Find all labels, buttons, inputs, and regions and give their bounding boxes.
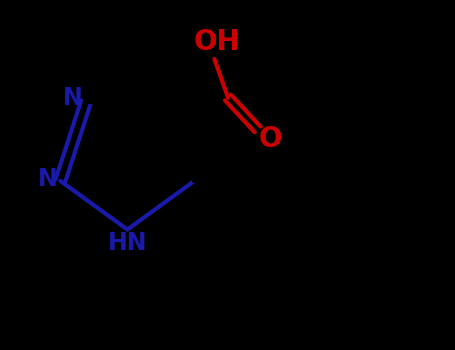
Text: N: N <box>38 167 57 191</box>
Text: OH: OH <box>193 28 240 56</box>
Text: HN: HN <box>108 231 147 255</box>
Text: N: N <box>63 85 83 110</box>
Text: O: O <box>258 125 282 153</box>
